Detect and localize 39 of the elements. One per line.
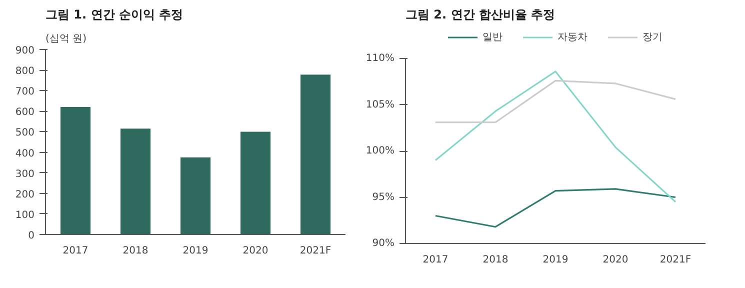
y-tick-label: 110%: [366, 53, 395, 64]
y-tick-label: 900: [15, 46, 35, 56]
x-tick-label: 2018: [482, 254, 508, 266]
y-tick-label: 200: [15, 189, 35, 200]
x-tick-label: 2021F: [660, 254, 692, 266]
bar: [60, 107, 90, 234]
y-tick-label: 105%: [366, 99, 395, 110]
line-series: [434, 188, 676, 228]
bar: [120, 128, 150, 234]
x-tick-label: 2021F: [300, 246, 332, 256]
y-tick-label: 0: [28, 230, 35, 242]
y-tick-label: 95%: [372, 192, 395, 203]
bar: [180, 157, 210, 234]
x-tick-label: 2017: [422, 254, 448, 266]
x-tick-label: 2019: [182, 246, 208, 256]
legend-label: 장기: [642, 31, 662, 44]
y-tick-label: 100%: [366, 146, 395, 156]
y-tick-label: 100: [15, 210, 35, 221]
x-tick-label: 2019: [542, 254, 568, 266]
line-series: [434, 70, 676, 203]
x-tick-label: 2018: [122, 246, 148, 256]
legend-label: 일반: [482, 31, 502, 44]
x-tick-label: 2017: [62, 246, 88, 256]
y-tick-label: 700: [15, 86, 35, 98]
y-tick-label: 90%: [372, 238, 395, 249]
x-tick-label: 2020: [602, 254, 628, 266]
bar: [240, 132, 270, 234]
bar: [300, 74, 330, 234]
legend-label: 자동차: [558, 31, 588, 44]
y-axis-title: (십억 원): [46, 34, 87, 44]
line-series: [434, 80, 676, 124]
y-tick-label: 400: [15, 148, 35, 160]
chart-title: 그림 1. 연간 순이익 추정: [46, 8, 184, 22]
x-tick-label: 2020: [242, 246, 268, 256]
y-tick-label: 300: [15, 168, 35, 180]
chart-title: 그림 2. 연간 합산비율 추정: [406, 8, 556, 22]
y-tick-label: 600: [15, 107, 35, 118]
y-tick-label: 800: [15, 66, 35, 78]
y-tick-label: 500: [15, 128, 35, 139]
